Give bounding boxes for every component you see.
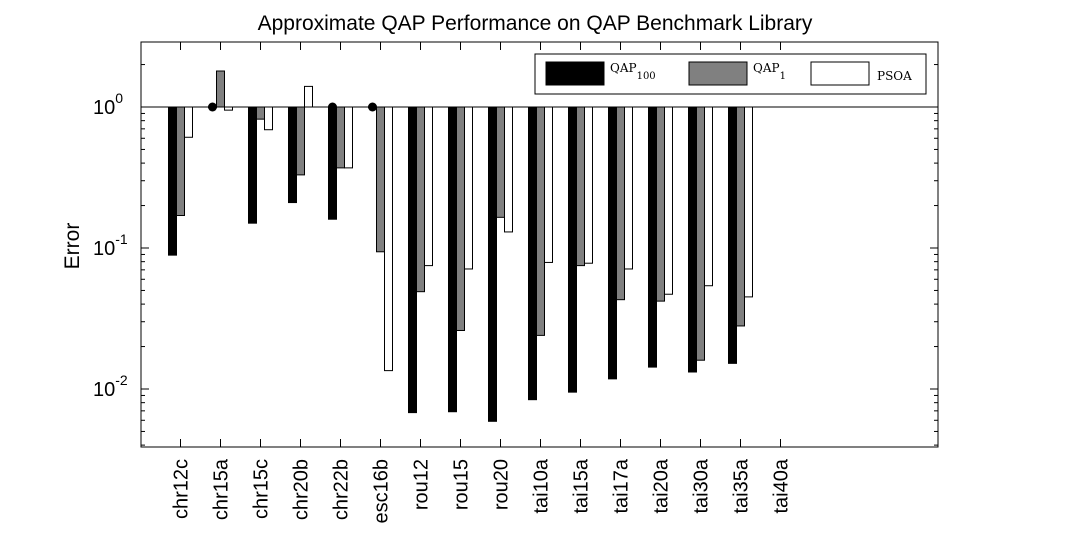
bar-tai35a-qap-1 — [736, 106, 745, 327]
bars — [168, 70, 753, 422]
bar-chr12c-qap-1 — [176, 106, 185, 217]
bar-chr15a-qap-1 — [216, 70, 225, 108]
chart-title: Approximate QAP Performance on QAP Bench… — [258, 12, 813, 35]
x-tick-label: chr12c — [171, 459, 193, 519]
bar-chr22b-qap-1 — [336, 106, 345, 169]
bar-tai17a-psoa — [624, 106, 633, 270]
x-tick-label: tai15a — [571, 458, 593, 513]
bar-rou20-qap-1 — [496, 106, 505, 218]
x-tick-label: tai35a — [731, 458, 753, 513]
bar-tai10a-psoa — [544, 106, 553, 263]
bar-chr15c-qap-1 — [256, 106, 265, 120]
marker-esc16b — [368, 102, 377, 112]
x-tick-label: tai40a — [771, 458, 793, 513]
bar-tai30a-qap-100 — [688, 106, 697, 373]
bar-tai20a-psoa — [664, 106, 673, 295]
legend-swatch-1 — [688, 61, 748, 86]
plot-area — [140, 41, 939, 448]
bar-rou12-qap-100 — [408, 106, 417, 414]
bar-tai30a-psoa — [704, 106, 713, 287]
bar-chr20b-qap-1 — [296, 106, 305, 176]
x-tick-label: chr15a — [211, 458, 233, 520]
x-tick-label: tai20a — [651, 458, 673, 513]
x-tick-label: chr22b — [331, 459, 353, 520]
bar-chr20b-psoa — [304, 85, 313, 108]
bar-tai15a-qap-1 — [576, 106, 585, 267]
x-tick-label: tai30a — [691, 458, 713, 513]
bar-chr15c-psoa — [264, 106, 273, 131]
legend-swatch-0 — [545, 61, 605, 86]
bar-chr22b-qap-100 — [328, 106, 337, 220]
bar-tai10a-qap-100 — [528, 106, 537, 401]
x-tick-label: chr20b — [291, 459, 313, 520]
legend-label-2: PSOA — [877, 69, 912, 83]
bar-tai17a-qap-1 — [616, 106, 625, 301]
bar-tai20a-qap-100 — [648, 106, 657, 368]
x-tick-label: rou12 — [411, 459, 433, 510]
bar-chr22b-psoa — [344, 106, 353, 169]
y-axis-label: Error — [61, 223, 84, 270]
x-tick-label: chr15c — [251, 459, 273, 519]
x-tick-label: esc16b — [371, 459, 393, 524]
bar-rou12-qap-1 — [416, 106, 425, 293]
bar-tai15a-qap-100 — [568, 106, 577, 393]
bar-tai15a-psoa — [584, 106, 593, 264]
x-tick-label: tai17a — [611, 458, 633, 513]
bar-esc16b-qap-1 — [376, 106, 385, 253]
bar-rou20-psoa — [504, 106, 513, 233]
bar-chr20b-qap-100 — [288, 106, 297, 204]
bar-esc16b-psoa — [384, 106, 393, 372]
x-tick-label: tai10a — [531, 458, 553, 513]
marker-chr15a — [208, 102, 217, 112]
bar-rou15-qap-1 — [456, 106, 465, 331]
bar-tai30a-qap-1 — [696, 106, 705, 361]
bar-rou20-qap-100 — [488, 106, 497, 422]
bar-rou12-psoa — [424, 106, 433, 267]
bar-chr12c-qap-100 — [168, 106, 177, 256]
bar-tai35a-psoa — [744, 106, 753, 298]
bar-rou15-qap-100 — [448, 106, 457, 413]
bar-tai17a-qap-100 — [608, 106, 617, 380]
x-tick-label: rou15 — [451, 459, 473, 510]
bar-rou15-psoa — [464, 106, 473, 270]
x-tick-label: rou20 — [491, 459, 513, 510]
marker-chr22b — [328, 102, 337, 112]
x-axis: chr12c chr15a chr15c chr20b chr22b esc16b rou1… — [171, 42, 793, 524]
legend-swatch-2 — [810, 61, 870, 86]
bar-chr15c-qap-100 — [248, 106, 257, 224]
bar-chr12c-psoa — [184, 106, 193, 138]
bar-tai35a-qap-100 — [728, 106, 737, 364]
bar-tai10a-qap-1 — [536, 106, 545, 336]
bar-tai20a-qap-1 — [656, 106, 665, 302]
markers — [208, 102, 377, 112]
